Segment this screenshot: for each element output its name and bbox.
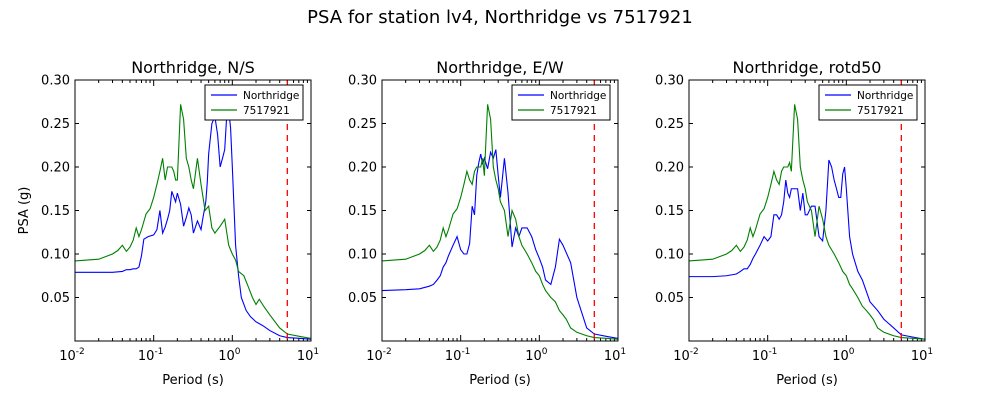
x-axis-label: Period (s)	[469, 373, 531, 388]
y-tick-label: 0.05	[41, 291, 70, 306]
x-tick-label: 101	[604, 347, 626, 364]
y-tick-label: 0.25	[348, 117, 377, 132]
legend: Northridge 7517921	[818, 84, 918, 121]
y-tick-label: 0.05	[348, 291, 377, 306]
series-line-7517921	[689, 104, 925, 340]
subplot-3: Northridge, rotd50 0.05 0.10 0.15 0.20 0.25 0.…	[655, 58, 933, 388]
y-tick-label: 0.25	[655, 117, 684, 132]
y-tick-label: 0.20	[655, 161, 684, 176]
plot-area	[382, 80, 618, 341]
legend-label: 7517921	[857, 105, 904, 117]
legend-label: Northridge	[550, 90, 606, 102]
subplot-title: Northridge, E/W	[436, 58, 564, 77]
legend-label: Northridge	[857, 90, 913, 102]
y-tick-label: 0.15	[655, 204, 684, 219]
legend-label: Northridge	[243, 90, 299, 102]
y-tick-label: 0.30	[348, 74, 377, 89]
x-tick-label: 100	[218, 347, 241, 364]
subplot-2: Northridge, E/W 0.05 0.10 0.15 0.20 0.25 0.30 1…	[348, 58, 626, 388]
series-line-northridge	[75, 108, 311, 340]
plot-area	[75, 80, 311, 341]
series-line-7517921	[382, 104, 618, 340]
y-tick-label: 0.30	[655, 74, 684, 89]
x-tick-label: 10-2	[59, 347, 85, 364]
x-tick-label: 10-2	[366, 347, 392, 364]
legend-label: 7517921	[550, 105, 597, 117]
y-tick-label: 0.30	[41, 74, 70, 89]
series-line-northridge	[382, 149, 618, 339]
y-tick-label: 0.15	[348, 204, 377, 219]
subplot-title: Northridge, rotd50	[733, 58, 882, 77]
x-tick-label: 100	[832, 347, 855, 364]
subplot-1: Northridge, N/S 0.05 0.10 0.15 0.20 0.25 0.30 1…	[17, 58, 319, 388]
axes-frame	[688, 79, 926, 342]
series-line-northridge	[689, 159, 925, 340]
subplots: Northridge, N/S 0.05 0.10 0.15 0.20 0.25 0.30 1…	[17, 58, 933, 388]
x-tick-label: 101	[911, 347, 933, 364]
figure-title: PSA for station lv4, Northridge vs 75179…	[307, 7, 693, 28]
x-tick-label: 10-1	[752, 347, 778, 364]
subplot-title: Northridge, N/S	[131, 58, 255, 77]
legend-label: 7517921	[243, 105, 290, 117]
legend: Northridge 7517921	[511, 84, 611, 121]
x-tick-label: 10-1	[445, 347, 471, 364]
plot-area	[689, 80, 925, 341]
y-axis-label: PSA (g)	[17, 187, 32, 235]
legend-box	[818, 84, 918, 121]
x-tick-label: 10-2	[673, 347, 699, 364]
y-tick-label: 0.20	[348, 161, 377, 176]
y-tick-label: 0.20	[41, 161, 70, 176]
y-tick-label: 0.05	[655, 291, 684, 306]
legend-box	[511, 84, 611, 121]
axes-frame	[74, 79, 312, 342]
x-tick-label: 100	[525, 347, 548, 364]
y-tick-label: 0.10	[41, 248, 70, 263]
x-tick-label: 101	[297, 347, 319, 364]
x-axis-label: Period (s)	[776, 373, 838, 388]
x-tick-label: 10-1	[138, 347, 164, 364]
series-line-7517921	[75, 104, 311, 339]
x-axis-label: Period (s)	[162, 373, 224, 388]
y-tick-label: 0.15	[41, 204, 70, 219]
y-tick-label: 0.25	[41, 117, 70, 132]
legend-box	[204, 84, 304, 121]
y-tick-label: 0.10	[348, 248, 377, 263]
y-tick-label: 0.10	[655, 248, 684, 263]
legend: Northridge 7517921	[204, 84, 304, 121]
axes-frame	[381, 79, 619, 342]
